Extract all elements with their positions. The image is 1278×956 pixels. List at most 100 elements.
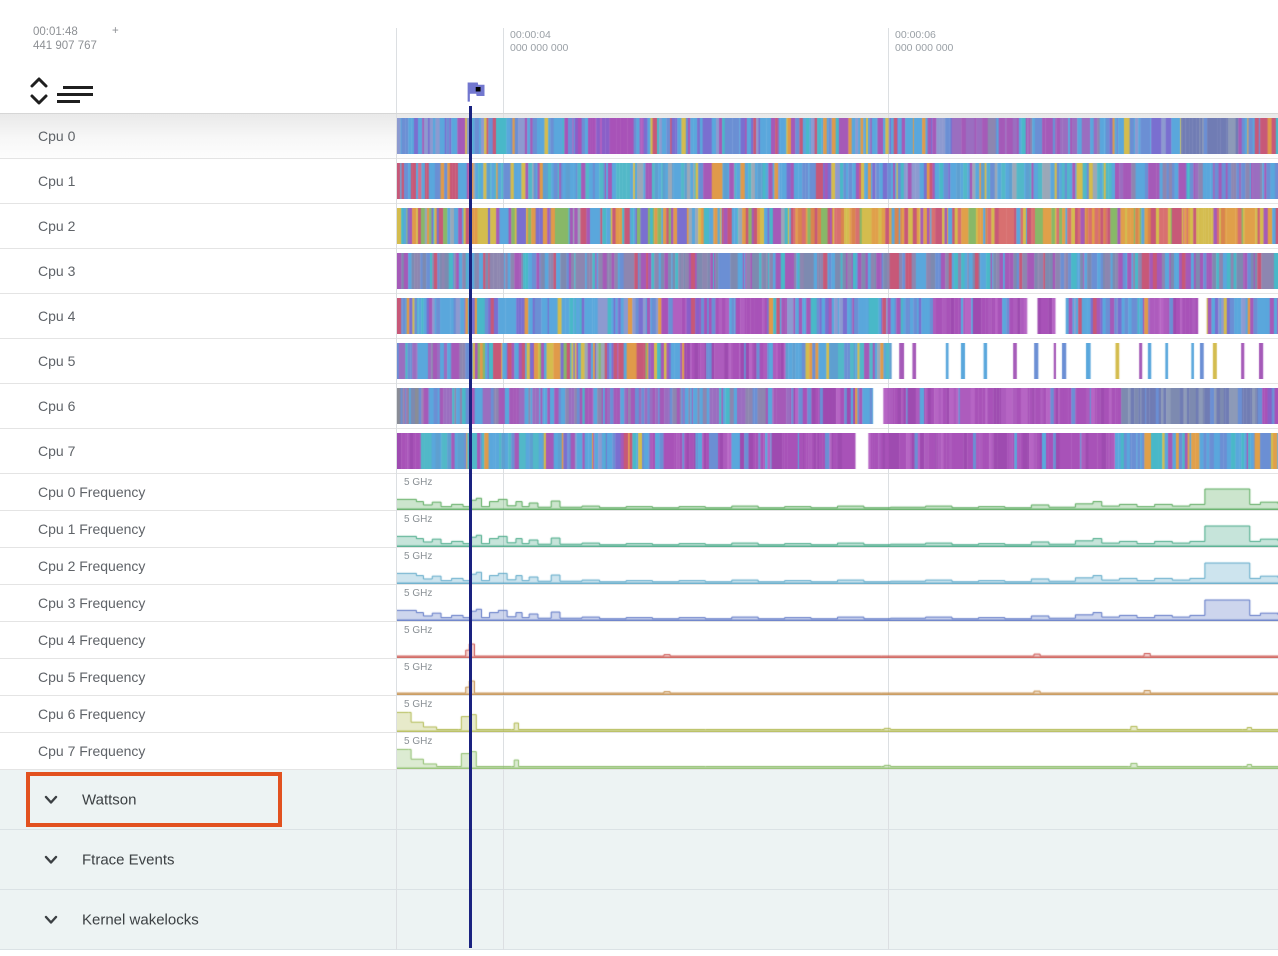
- track-label: Cpu 6: [38, 398, 76, 414]
- track-list: Cpu 0 Cpu 1 Cpu 2 Cpu 3 Cpu 4 Cpu 5 Cpu 6 Cpu 7…: [0, 113, 1278, 950]
- track-label: Cpu 5 Frequency: [38, 669, 146, 685]
- gridline: [396, 733, 397, 770]
- cpu-frequency-canvas[interactable]: [397, 519, 1278, 547]
- sort-tracks-icon[interactable]: [55, 84, 97, 104]
- track-label: Cpu 5: [38, 353, 76, 369]
- track-row-cpu-0[interactable]: Cpu 0: [0, 114, 1278, 159]
- chevron-down-icon[interactable]: [44, 915, 58, 924]
- gridline: [396, 28, 397, 113]
- cursor-timestamp: 00:01:48 441 907 767: [33, 25, 97, 53]
- cpu-slices-canvas[interactable]: [397, 343, 1278, 379]
- gridline: [396, 114, 397, 159]
- scale-label: 5 GHz: [404, 625, 433, 636]
- track-row-cpu-1[interactable]: Cpu 1: [0, 159, 1278, 204]
- gridline: [888, 890, 889, 950]
- time-marker-label: 00:00:06 000 000 000: [895, 29, 954, 54]
- gridline: [396, 474, 397, 511]
- track-row-cpu-7[interactable]: Cpu 7: [0, 429, 1278, 474]
- gridline: [396, 159, 397, 204]
- gridline: [396, 830, 397, 890]
- cpu-slices-canvas[interactable]: [397, 433, 1278, 469]
- cursor-nanoseconds: 441 907 767: [33, 40, 97, 52]
- scale-label: 5 GHz: [404, 551, 433, 562]
- gridline: [503, 28, 504, 113]
- track-label: Cpu 7: [38, 443, 76, 459]
- cpu-slices-canvas[interactable]: [397, 118, 1278, 154]
- gridline: [888, 770, 889, 830]
- gridline: [396, 511, 397, 548]
- scale-label: 5 GHz: [404, 736, 433, 747]
- cpu-frequency-canvas[interactable]: [397, 482, 1278, 510]
- chevron-down-icon[interactable]: [44, 855, 58, 864]
- gridline: [396, 696, 397, 733]
- scale-label: 5 GHz: [404, 514, 433, 525]
- flag-icon[interactable]: [462, 78, 489, 105]
- section-row-wattson[interactable]: Wattson: [0, 770, 1278, 830]
- track-row-cpu-6[interactable]: Cpu 6: [0, 384, 1278, 429]
- cpu-frequency-canvas[interactable]: [397, 593, 1278, 621]
- gridline: [503, 830, 504, 890]
- gridline: [396, 204, 397, 249]
- track-row-cpu-1-frequency[interactable]: Cpu 1 Frequency 5 GHz: [0, 511, 1278, 548]
- track-label: Cpu 4 Frequency: [38, 632, 146, 648]
- track-label: Cpu 2 Frequency: [38, 558, 146, 574]
- scale-label: 5 GHz: [404, 588, 433, 599]
- gridline: [888, 830, 889, 890]
- gridline: [396, 294, 397, 339]
- cpu-slices-canvas[interactable]: [397, 298, 1278, 334]
- gridline: [396, 890, 397, 950]
- section-row-kernel-wakelocks[interactable]: Kernel wakelocks: [0, 890, 1278, 950]
- cpu-slices-canvas[interactable]: [397, 208, 1278, 244]
- cursor-plus-sign: +: [112, 25, 119, 37]
- gridline: [396, 659, 397, 696]
- track-row-cpu-3[interactable]: Cpu 3: [0, 249, 1278, 294]
- track-label: Cpu 6 Frequency: [38, 706, 146, 722]
- gridline: [396, 622, 397, 659]
- track-row-cpu-5-frequency[interactable]: Cpu 5 Frequency 5 GHz: [0, 659, 1278, 696]
- track-row-cpu-0-frequency[interactable]: Cpu 0 Frequency 5 GHz: [0, 474, 1278, 511]
- unfold-more-icon[interactable]: [28, 76, 50, 106]
- scale-label: 5 GHz: [404, 662, 433, 673]
- track-label: Cpu 3: [38, 263, 76, 279]
- track-label: Cpu 4: [38, 308, 76, 324]
- track-row-cpu-2-frequency[interactable]: Cpu 2 Frequency 5 GHz: [0, 548, 1278, 585]
- cpu-slices-canvas[interactable]: [397, 163, 1278, 199]
- track-row-cpu-4[interactable]: Cpu 4: [0, 294, 1278, 339]
- scale-label: 5 GHz: [404, 699, 433, 710]
- cpu-frequency-canvas[interactable]: [397, 630, 1278, 658]
- track-row-cpu-4-frequency[interactable]: Cpu 4 Frequency 5 GHz: [0, 622, 1278, 659]
- scale-label: 5 GHz: [404, 477, 433, 488]
- track-row-cpu-6-frequency[interactable]: Cpu 6 Frequency 5 GHz: [0, 696, 1278, 733]
- gridline: [396, 429, 397, 474]
- track-row-cpu-7-frequency[interactable]: Cpu 7 Frequency 5 GHz: [0, 733, 1278, 770]
- track-label: Cpu 7 Frequency: [38, 743, 146, 759]
- cpu-slices-canvas[interactable]: [397, 388, 1278, 424]
- gridline: [396, 339, 397, 384]
- chevron-down-icon[interactable]: [44, 795, 58, 804]
- track-label: Cpu 0: [38, 128, 76, 144]
- cpu-frequency-canvas[interactable]: [397, 556, 1278, 584]
- gridline: [396, 548, 397, 585]
- section-row-ftrace-events[interactable]: Ftrace Events: [0, 830, 1278, 890]
- track-label: Cpu 1 Frequency: [38, 521, 146, 537]
- cpu-frequency-canvas[interactable]: [397, 741, 1278, 769]
- cpu-frequency-canvas[interactable]: [397, 704, 1278, 732]
- track-row-cpu-2[interactable]: Cpu 2: [0, 204, 1278, 249]
- track-label: Cpu 0 Frequency: [38, 484, 146, 500]
- gridline: [503, 770, 504, 830]
- cpu-frequency-canvas[interactable]: [397, 667, 1278, 695]
- cursor-time: 00:01:48: [33, 26, 78, 38]
- cpu-slices-canvas[interactable]: [397, 253, 1278, 289]
- section-label: Ftrace Events: [82, 851, 175, 868]
- section-label: Kernel wakelocks: [82, 911, 199, 928]
- track-label: Cpu 3 Frequency: [38, 595, 146, 611]
- gridline: [503, 890, 504, 950]
- track-row-cpu-5[interactable]: Cpu 5: [0, 339, 1278, 384]
- track-label: Cpu 2: [38, 218, 76, 234]
- section-label: Wattson: [82, 791, 137, 808]
- gridline: [396, 384, 397, 429]
- time-marker-label: 00:00:04 000 000 000: [510, 29, 569, 54]
- timeline-header: 00:01:48 441 907 767 + 00:00:04 000 000 0…: [0, 0, 1278, 113]
- track-row-cpu-3-frequency[interactable]: Cpu 3 Frequency 5 GHz: [0, 585, 1278, 622]
